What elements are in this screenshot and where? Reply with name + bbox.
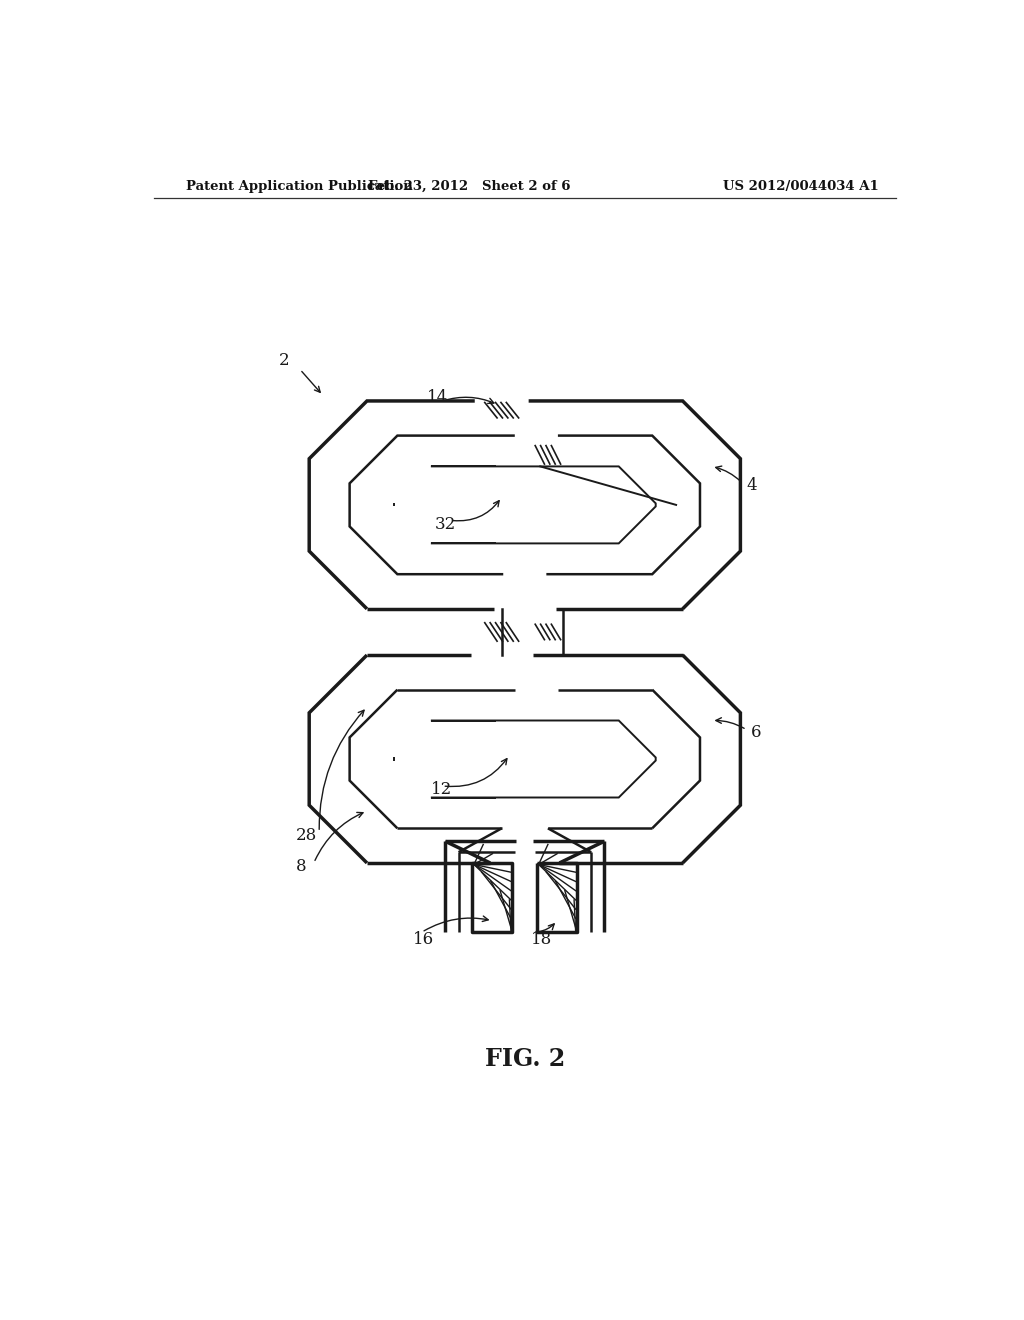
Text: US 2012/0044034 A1: US 2012/0044034 A1 [723,180,879,193]
Text: FIG. 2: FIG. 2 [484,1047,565,1072]
Text: 2: 2 [280,352,290,370]
Text: 28: 28 [296,828,317,845]
Text: 8: 8 [296,858,307,875]
Text: Feb. 23, 2012   Sheet 2 of 6: Feb. 23, 2012 Sheet 2 of 6 [368,180,570,193]
Text: Patent Application Publication: Patent Application Publication [186,180,413,193]
Text: 6: 6 [751,723,761,741]
Text: 18: 18 [531,932,552,949]
Text: 12: 12 [431,781,453,799]
Text: 4: 4 [746,477,757,494]
Text: 16: 16 [413,932,434,949]
Text: 32: 32 [435,516,456,533]
Text: 14: 14 [427,388,449,405]
